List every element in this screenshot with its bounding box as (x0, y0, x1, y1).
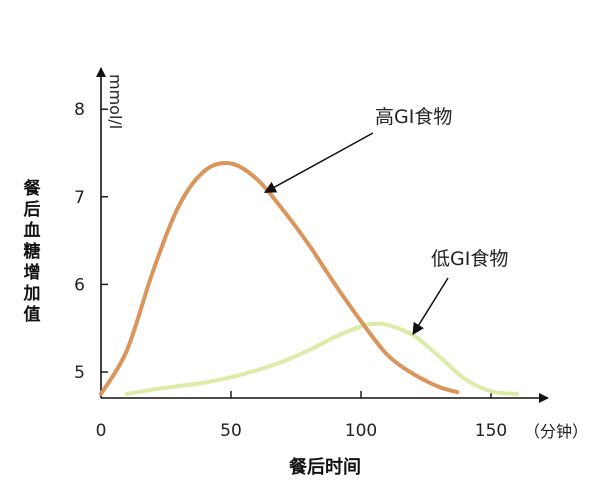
y-axis-title-char: 增 (24, 262, 41, 283)
annotation-arrow (263, 132, 374, 194)
x-tick-label: 150 (475, 421, 507, 441)
y-tick-label: 5 (74, 363, 85, 383)
y-tick-label: 7 (74, 188, 85, 208)
series-line-high-gi (99, 161, 460, 396)
annotation-high-gi: 高GI食物 (375, 106, 452, 128)
annotation-low-gi: 低GI食物 (431, 248, 508, 270)
y-tick-label: 6 (74, 275, 85, 295)
x-axis-unit: （分钟） (524, 422, 588, 441)
x-tick-label: 0 (96, 421, 107, 441)
y-axis-title-char: 加 (23, 284, 41, 304)
annotation-arrow (412, 277, 449, 336)
y-axis-title-char: 血 (24, 220, 41, 241)
x-tick-label: 50 (220, 421, 242, 441)
y-axis-title-char: 糖 (24, 241, 41, 262)
y-unit: mmol/l (106, 74, 125, 129)
y-axis-title-char: 值 (24, 304, 41, 325)
y-axis-title-char: 后 (24, 200, 41, 220)
y-tick-label: 8 (74, 100, 85, 120)
x-axis-title: 餐后时间 (288, 456, 361, 478)
y-axis-title-char: 餐 (24, 178, 42, 199)
series-line-low-gi (125, 321, 519, 396)
x-tick-label: 100 (345, 421, 377, 441)
